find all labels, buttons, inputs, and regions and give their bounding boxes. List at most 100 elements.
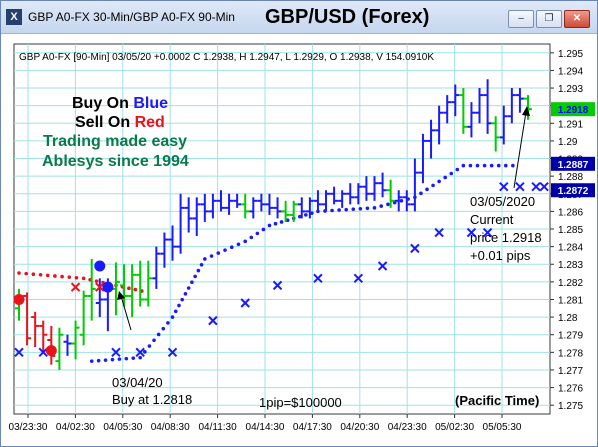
x-marker (240, 298, 250, 308)
ohlc-bar (427, 119, 436, 159)
x-marker (167, 347, 178, 358)
ohlc-bar (289, 200, 298, 222)
blue-band-dot (437, 179, 441, 184)
ohlc-bar (305, 197, 314, 219)
ohlc-bar (491, 116, 500, 152)
blue-band-dot (196, 268, 201, 273)
x-stroke (167, 347, 178, 358)
buy-on-text: Buy On (72, 95, 129, 112)
y-tick-label: 1.284 (558, 243, 583, 254)
x-tick-label: 04/02:30 (56, 422, 95, 433)
blue-band-dot (358, 206, 363, 211)
red-band-dot (38, 273, 43, 277)
blue-band-dot (152, 338, 156, 343)
ohlc-bar (152, 246, 161, 289)
blue-band-dot (89, 359, 94, 363)
x-marker (272, 280, 283, 291)
y-tick-label: 1.294 (558, 66, 583, 77)
x-tick-label: 04/05:30 (103, 422, 142, 433)
red-band-dot (24, 271, 28, 276)
x-marker (531, 182, 541, 192)
blue-band-dot (372, 206, 377, 210)
x-stroke (499, 182, 509, 192)
ohlc-bar (515, 88, 524, 113)
ohlc-bar (330, 186, 339, 205)
red-band-dot (45, 273, 50, 278)
y-tick-label: 1.295 (558, 49, 583, 60)
ohlc-bar (354, 183, 363, 205)
ohlc-bar (79, 290, 88, 346)
x-marker (208, 315, 218, 326)
x-tick-label: 04/08:30 (151, 422, 190, 433)
ohlc-bar (281, 200, 290, 222)
x-tick-label: 04/17:30 (293, 422, 332, 433)
blue-band-dot (110, 357, 115, 362)
blue-band-dot (455, 167, 460, 172)
y-tick-label: 1.276 (558, 384, 583, 395)
x-stroke (531, 182, 541, 192)
restore-button[interactable]: ❐ (536, 10, 562, 28)
signal-dot (13, 293, 25, 305)
blue-band-dot (503, 163, 508, 168)
blue-band-dot (379, 204, 384, 208)
x-stroke (353, 273, 364, 284)
y-tick-label: 1.293 (558, 84, 583, 95)
ohlc-bar (418, 133, 427, 184)
blue-band-dot (103, 358, 108, 362)
ohlc-bar (192, 197, 201, 237)
ohlc-bar (467, 102, 476, 138)
x-stroke (482, 227, 493, 238)
blue-band-dot (297, 214, 302, 219)
blue-band-dot (177, 303, 181, 308)
y-tick-label: 1.288 (558, 172, 583, 183)
red-band-dot (127, 286, 131, 291)
y-tick-label: 1.279 (558, 331, 583, 342)
ohlc-bar (39, 320, 48, 353)
pip-value-label: 1pip=$100000 (259, 395, 342, 410)
buy-arrow-head (117, 291, 125, 300)
blue-band-dot (216, 251, 221, 255)
blue-band-dot (511, 163, 515, 168)
y-tick-label: 1.278 (558, 348, 583, 359)
minimize-button[interactable]: – (508, 10, 534, 28)
x-tick-label: 04/11:30 (199, 422, 238, 433)
x-stroke (515, 182, 525, 192)
blue-band-dot (475, 163, 480, 168)
ohlc-bar (87, 258, 96, 321)
buy-date-label: 03/04/20 (112, 375, 163, 390)
title-bar[interactable]: X GBP A0-FX 30-Min/GBP A0-FX 90-Min GBP/… (1, 1, 597, 34)
ohlc-bar (160, 232, 169, 268)
close-button[interactable]: ✕ (564, 10, 590, 28)
ohlc-bar (31, 311, 40, 348)
app-icon: X (6, 9, 22, 25)
ohlc-bar (144, 260, 153, 307)
blue-band-dot (131, 356, 136, 360)
ohlc-bar (378, 172, 387, 198)
x-stroke (70, 282, 81, 292)
y-tick-label: 1.275 (558, 401, 583, 412)
y-tick-label: 1.281 (558, 295, 583, 306)
x-tick-label: 04/14:30 (246, 422, 285, 433)
blue-band-dot (199, 262, 204, 267)
blue-band-dot (279, 220, 284, 224)
blue-band-dot (273, 221, 278, 226)
ohlc-bar (346, 183, 355, 205)
blue-band-dot (203, 257, 207, 261)
ohlc-bar (120, 264, 129, 307)
price-tag-box (551, 156, 595, 171)
blue-band-dot (425, 187, 429, 192)
x-marker (111, 347, 121, 358)
x-marker (95, 282, 105, 292)
red-band-dot (133, 287, 138, 292)
x-marker (313, 273, 323, 284)
y-tick-label: 1.277 (558, 366, 583, 377)
x-marker (515, 182, 525, 192)
blue-band-dot (443, 175, 447, 180)
red-band-dot (53, 274, 57, 278)
ohlc-bar (507, 88, 516, 124)
blue-band-dot (173, 309, 178, 314)
trading-easy-label: Trading made easy (43, 133, 187, 150)
chart-title: GBP/USD (Forex) (265, 6, 430, 28)
blue-band-dot (344, 207, 349, 212)
